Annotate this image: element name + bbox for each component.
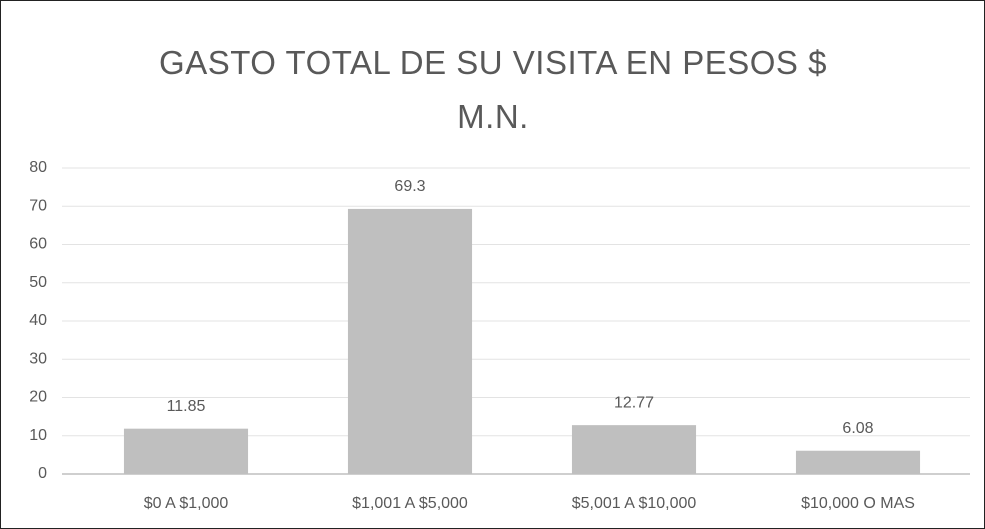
x-tick-label: $1,001 A $5,000 (352, 495, 468, 512)
data-label: 12.77 (614, 394, 654, 411)
data-label: 11.85 (167, 398, 206, 415)
y-tick-label: 60 (29, 236, 47, 253)
y-tick-label: 70 (29, 197, 47, 214)
chart-title: GASTO TOTAL DE SU VISITA EN PESOS $ M.N. (159, 44, 827, 135)
bar (347, 208, 473, 475)
bar (571, 425, 697, 474)
bar (795, 450, 921, 474)
y-tick-label: 40 (29, 312, 47, 329)
x-tick-label: $5,001 A $10,000 (572, 495, 697, 512)
x-tick-label: $0 A $1,000 (144, 495, 229, 512)
data-label: 6.08 (842, 420, 873, 437)
data-label: 69.3 (394, 178, 425, 195)
x-tick-label: $10,000 O MAS (801, 495, 915, 512)
bar (123, 428, 249, 474)
y-tick-label: 20 (29, 389, 47, 406)
y-tick-label: 0 (38, 465, 47, 482)
y-tick-label: 50 (29, 274, 47, 291)
y-tick-label: 30 (29, 350, 47, 367)
y-tick-label: 80 (29, 159, 47, 176)
y-tick-label: 10 (29, 427, 47, 444)
